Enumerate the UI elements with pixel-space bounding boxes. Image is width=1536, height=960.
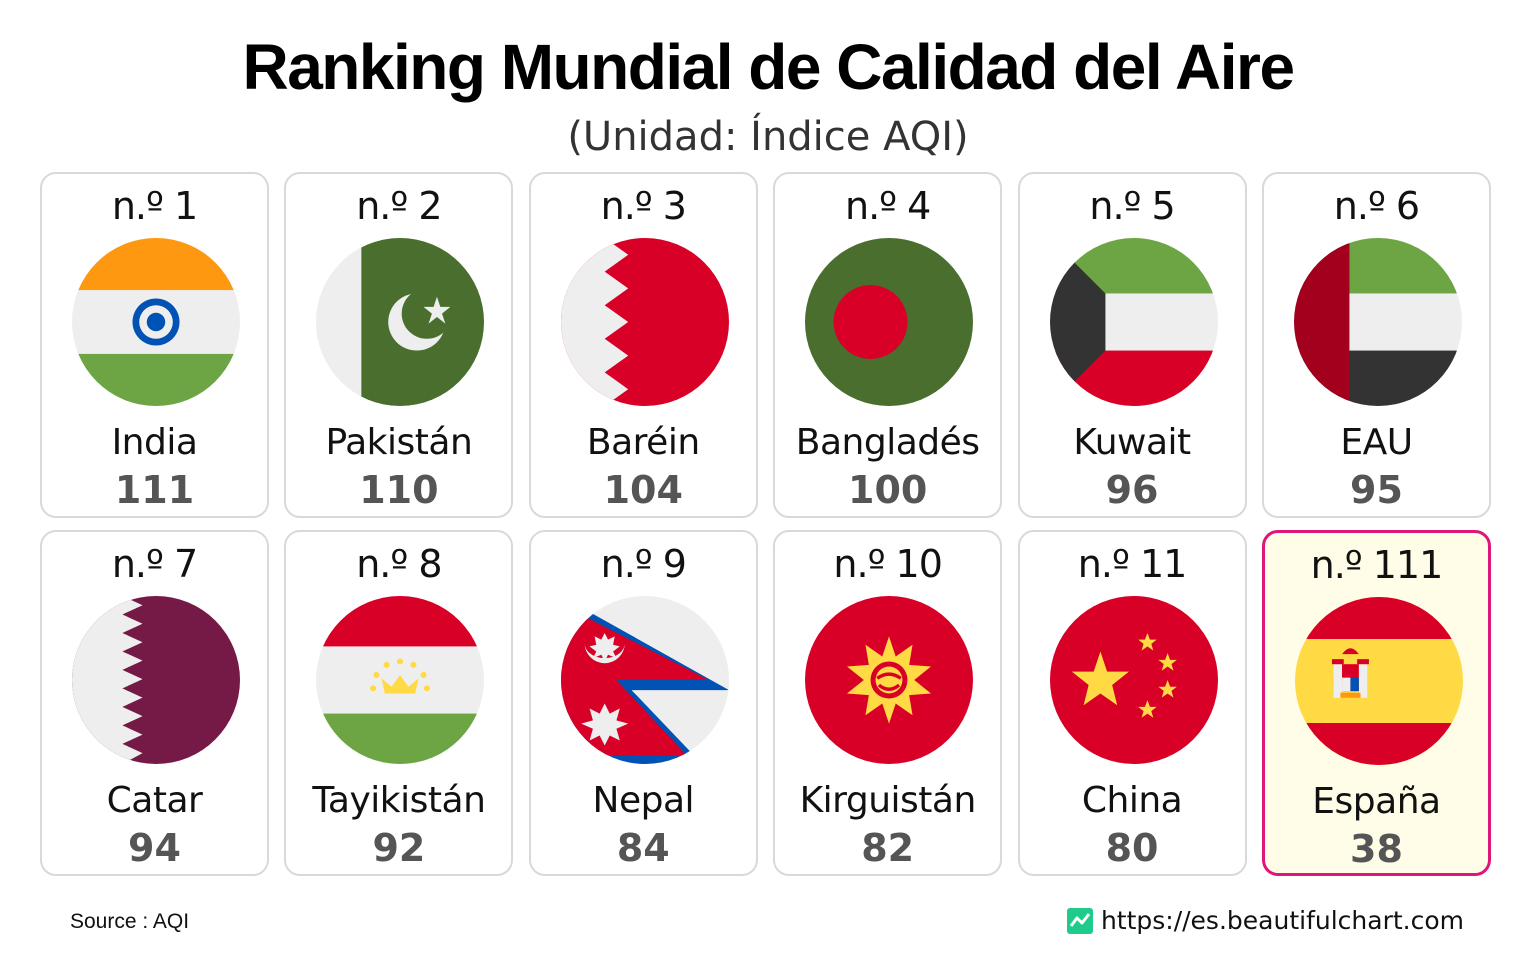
country-name: India [111, 422, 198, 463]
country-name: Baréin [586, 422, 700, 463]
rank-card-4: n.º 4 Bangladés 100 [773, 172, 1003, 518]
rank-card-12: n.º 111 España 38 [1261, 530, 1491, 876]
rank-label: n.º 8 [356, 542, 442, 586]
aqi-value: 80 [1105, 826, 1159, 870]
aqi-value: 82 [861, 826, 915, 870]
country-name: China [1081, 780, 1183, 821]
country-name: Nepal [592, 780, 695, 821]
chart-title: Ranking Mundial de Calidad del Aire [242, 31, 1295, 103]
rank-label: n.º 4 [845, 184, 931, 228]
rank-card-9: n.º 9 Nepal 84 [528, 530, 758, 876]
bahrain-flag-icon [560, 238, 729, 406]
rank-label: n.º 5 [1089, 184, 1175, 228]
aqi-value: 110 [359, 468, 439, 512]
india-flag-icon [72, 238, 240, 406]
ranking-grid: n.º 1 India 111 n.º 2 Pakistán 110 n.º 3… [40, 172, 1496, 880]
rank-label: n.º 7 [111, 542, 198, 586]
uae-flag-icon [1293, 238, 1462, 406]
rank-label: n.º 3 [600, 184, 687, 228]
rank-card-10: n.º 10 Kirguistán 82 [773, 530, 1003, 876]
tajikistan-flag-icon [316, 596, 485, 764]
rank-label: n.º 1 [111, 184, 198, 228]
country-name: EAU [1340, 422, 1413, 463]
rank-card-11: n.º 11 China 80 [1017, 530, 1247, 876]
country-name: Catar [106, 780, 203, 821]
country-name: España [1312, 781, 1441, 822]
rank-label: n.º 2 [356, 184, 442, 228]
rank-card-6: n.º 6 EAU 95 [1261, 172, 1491, 518]
aqi-value: 104 [603, 468, 683, 512]
site-link[interactable]: https://es.beautifulchart.com [1066, 906, 1464, 935]
nepal-flag-icon [560, 596, 729, 764]
aqi-value: 38 [1350, 827, 1403, 871]
pakistan-flag-icon [316, 238, 485, 406]
country-name: Kuwait [1073, 422, 1191, 463]
aqi-value: 84 [616, 826, 670, 870]
aqi-value: 100 [848, 468, 928, 512]
aqi-value: 94 [128, 826, 181, 870]
source-note: Source : AQI [70, 910, 190, 933]
kyrgyzstan-flag-icon [805, 596, 974, 764]
china-flag-icon [1049, 596, 1218, 764]
chart-subtitle: (Unidad: Índice AQI) [567, 114, 969, 160]
rank-label: n.º 6 [1333, 184, 1420, 228]
aqi-value: 95 [1350, 468, 1403, 512]
country-name: Kirguistán [799, 780, 977, 821]
rank-card-1: n.º 1 India 111 [40, 172, 269, 518]
aqi-value: 92 [372, 826, 426, 870]
rank-card-2: n.º 2 Pakistán 110 [284, 172, 514, 518]
aqi-value: 96 [1105, 468, 1159, 512]
rank-card-3: n.º 3 Baréin 104 [528, 172, 758, 518]
bangladesh-flag-icon [805, 238, 974, 406]
rank-label: n.º 9 [600, 542, 687, 586]
rank-card-5: n.º 5 Kuwait 96 [1017, 172, 1247, 518]
kuwait-flag-icon [1049, 238, 1218, 406]
rank-label: n.º 10 [833, 542, 943, 586]
country-name: Tayikistán [312, 780, 486, 821]
country-name: Bangladés [795, 422, 980, 463]
chart-logo-icon [1066, 907, 1093, 934]
qatar-flag-icon [72, 596, 240, 764]
aqi-value: 111 [114, 468, 195, 512]
rank-label: n.º 111 [1310, 543, 1444, 587]
site-url[interactable]: https://es.beautifulchart.com [1100, 906, 1464, 935]
rank-card-7: n.º 7 Catar 94 [40, 530, 269, 876]
rank-card-8: n.º 8 Tayikistán 92 [284, 530, 514, 876]
spain-flag-icon [1294, 597, 1463, 765]
rank-label: n.º 11 [1077, 542, 1188, 586]
country-name: Pakistán [325, 422, 473, 463]
